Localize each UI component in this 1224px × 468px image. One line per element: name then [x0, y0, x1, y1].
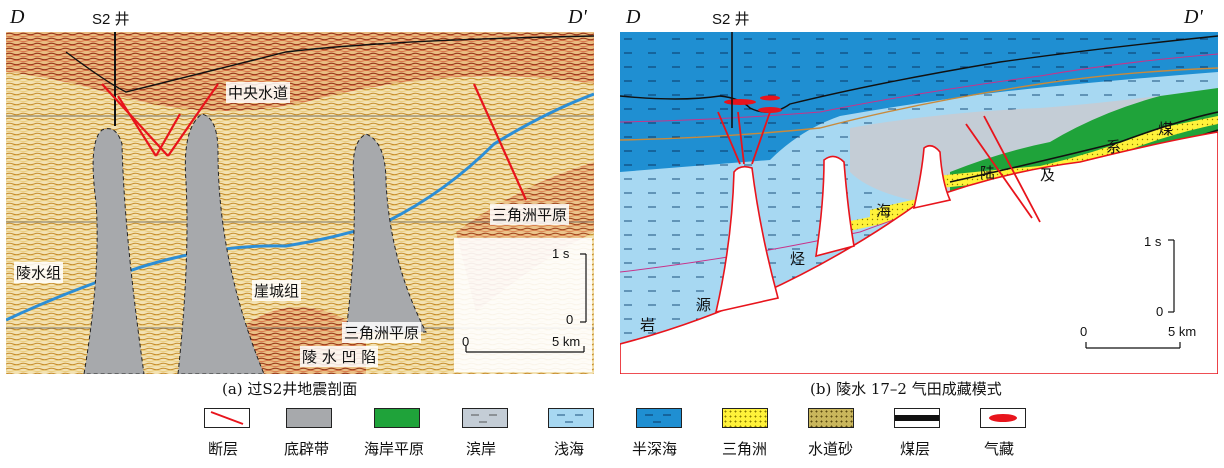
legend-delta-swatch: [722, 408, 768, 428]
panel-b: [619, 32, 1219, 375]
label-coastal-4: 煤: [1158, 120, 1174, 138]
panel-b-scale-dist-left: 0: [1080, 324, 1088, 339]
accumulation-model-diagram: [619, 32, 1219, 375]
legend-gas-label: 气藏: [984, 440, 1015, 458]
panel-a-scale-dist-left: 0: [462, 334, 470, 349]
legend-coal-swatch: [894, 408, 940, 428]
legend-diapir-swatch: [286, 408, 332, 428]
legend-shallow-sea-swatch: [548, 408, 594, 428]
label-delta-plain-bottom: 三角洲平原: [342, 322, 422, 343]
legend-coal-label: 煤层: [900, 440, 931, 458]
legend-fault-label: 断层: [208, 440, 239, 458]
label-lingshui-formation: 陵水组: [14, 262, 64, 283]
panel-a-scale-dist-right: 5 km: [552, 334, 581, 349]
panel-b-left-letter: D: [626, 6, 641, 28]
seismic-section-image: [5, 32, 595, 375]
panel-a-scale-time-top: 1 s: [552, 246, 570, 261]
legend-bathyal-label: 半深海: [632, 440, 678, 458]
panel-b-scale-dist-right: 5 km: [1168, 324, 1197, 339]
panel-b-scale-time-top: 1 s: [1144, 234, 1162, 249]
legend-shore-label: 滨岸: [466, 440, 497, 458]
label-lingshui-sag: 陵 水 凹 陷: [300, 346, 379, 367]
legend-delta-label: 三角洲: [722, 440, 768, 458]
panel-b-scale-time-bottom: 0: [1156, 304, 1164, 319]
label-delta-plain-right: 三角洲平原: [490, 204, 570, 225]
panel-a: [5, 32, 595, 375]
label-source-rock-1: 岩: [640, 316, 656, 334]
legend-coastal-plain-label: 海岸平原: [364, 440, 425, 458]
legend-diapir-label: 底辟带: [284, 440, 330, 458]
legend-gas-swatch: [980, 408, 1026, 428]
legend-channel-sand-swatch: [808, 408, 854, 428]
label-coastal-2: 及: [1040, 166, 1056, 184]
panel-b-caption: (b) 陵水 17–2 气田成藏模式: [810, 380, 1002, 398]
label-source-rock-4: 海: [876, 202, 892, 220]
panel-a-left-letter: D: [10, 6, 25, 28]
legend-bathyal-swatch: [636, 408, 682, 428]
legend-coastal-plain-swatch: [374, 408, 420, 428]
panel-b-well-label: S2 井: [712, 11, 750, 28]
legend-shore-swatch: [462, 408, 508, 428]
label-coastal-1: 陆: [980, 164, 996, 182]
label-source-rock-2: 源: [696, 296, 712, 314]
panel-b-right-letter: D': [1184, 6, 1203, 28]
label-coastal-3: 系: [1106, 138, 1122, 156]
panel-a-scale-time-bottom: 0: [566, 312, 574, 327]
panel-a-caption: (a) 过S2井地震剖面: [222, 380, 358, 398]
label-central-channel: 中央水道: [226, 82, 291, 103]
legend-fault-swatch: [204, 408, 250, 428]
legend-shallow-sea-label: 浅海: [554, 440, 585, 458]
panel-a-well-label: S2 井: [92, 11, 130, 28]
panel-a-right-letter: D': [568, 6, 587, 28]
legend-channel-sand-label: 水道砂: [808, 440, 854, 458]
gas-icon: [989, 414, 1017, 422]
label-yacheng-formation: 崖城组: [252, 280, 302, 301]
label-source-rock-3: 烃: [790, 250, 806, 268]
